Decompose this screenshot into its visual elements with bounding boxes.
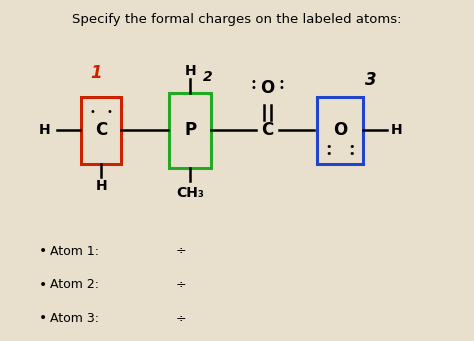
Text: •: •	[348, 149, 355, 159]
Text: ÷: ÷	[175, 278, 186, 291]
Bar	[317, 97, 364, 164]
Text: •: •	[325, 142, 332, 152]
Text: Atom 3:: Atom 3:	[50, 312, 99, 325]
Text: 3: 3	[365, 71, 376, 89]
Text: •: •	[38, 311, 47, 325]
Text: P: P	[184, 121, 196, 139]
Text: •: •	[250, 83, 256, 93]
Text: •: •	[279, 77, 284, 87]
Text: H: H	[95, 179, 107, 193]
Text: •: •	[38, 278, 47, 292]
Text: •: •	[279, 83, 284, 93]
Text: O: O	[260, 79, 274, 97]
Bar	[81, 97, 121, 164]
Text: 1: 1	[91, 64, 102, 82]
Text: CH₃: CH₃	[176, 186, 204, 200]
Text: O: O	[333, 121, 347, 139]
Text: •: •	[38, 244, 47, 258]
Text: 2: 2	[203, 70, 213, 85]
Text: H: H	[391, 123, 402, 137]
Bar	[169, 92, 211, 168]
Text: H: H	[39, 123, 51, 137]
Text: ÷: ÷	[175, 244, 186, 257]
Text: Atom 2:: Atom 2:	[50, 278, 99, 291]
Text: •: •	[90, 107, 96, 117]
Text: C: C	[261, 121, 273, 139]
Text: Atom 1:: Atom 1:	[50, 244, 99, 257]
Text: •: •	[325, 149, 332, 159]
Text: •: •	[348, 142, 355, 152]
Text: Specify the formal charges on the labeled atoms:: Specify the formal charges on the labele…	[72, 13, 402, 26]
Text: •: •	[107, 107, 112, 117]
Text: •: •	[250, 77, 256, 87]
Text: H: H	[184, 64, 196, 78]
Text: ÷: ÷	[175, 312, 186, 325]
Text: C: C	[95, 121, 107, 139]
